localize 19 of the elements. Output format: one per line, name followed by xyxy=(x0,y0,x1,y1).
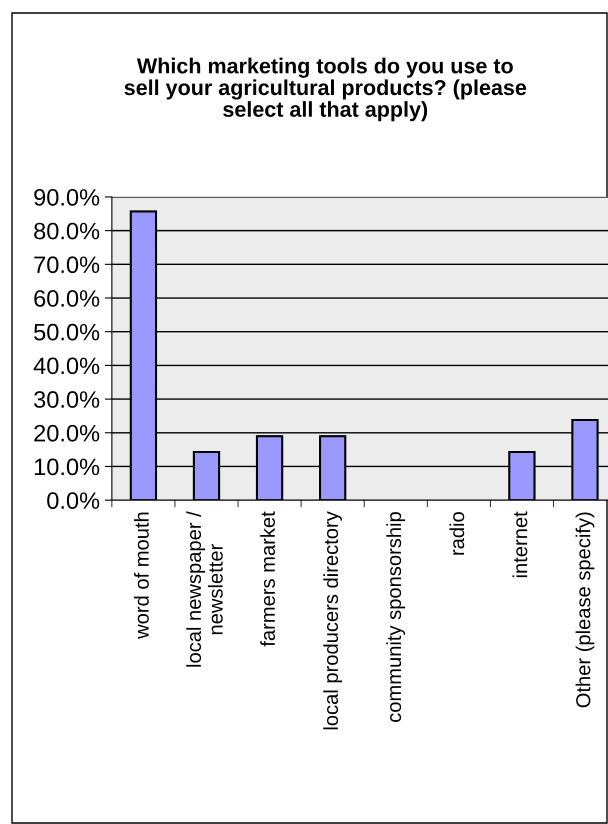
y-tick-label: 90.0% xyxy=(34,189,100,206)
y-tick-label: 60.0% xyxy=(34,290,100,307)
x-tick-label: farmers market xyxy=(260,511,275,646)
x-tick-label: local producers directory xyxy=(323,511,342,730)
y-tick-label: 10.0% xyxy=(34,458,100,476)
x-tick-label: community sponsorship xyxy=(386,512,406,722)
y-tick-label: 50.0% xyxy=(34,324,100,340)
y-tick-label: 80.0% xyxy=(34,222,100,240)
y-tick-label: 0.0% xyxy=(47,492,100,509)
y-tick-label: 30.0% xyxy=(34,391,100,408)
y-tick-label: 20.0% xyxy=(34,424,100,442)
x-tick-label: radio xyxy=(449,512,464,555)
chart-title: Which marketing tools do you use to sell your agricultural products? (please select all that apply) xyxy=(124,58,526,122)
y-tick-label: 70.0% xyxy=(34,256,100,274)
x-tick-label: local newspaper / newsletter xyxy=(186,511,223,667)
x-tick-label: word of mouth xyxy=(134,512,149,639)
x-tick-label: internet xyxy=(512,511,528,578)
y-tick-label: 40.0% xyxy=(34,357,100,374)
x-tick-label: Other (please specify) xyxy=(576,512,594,708)
